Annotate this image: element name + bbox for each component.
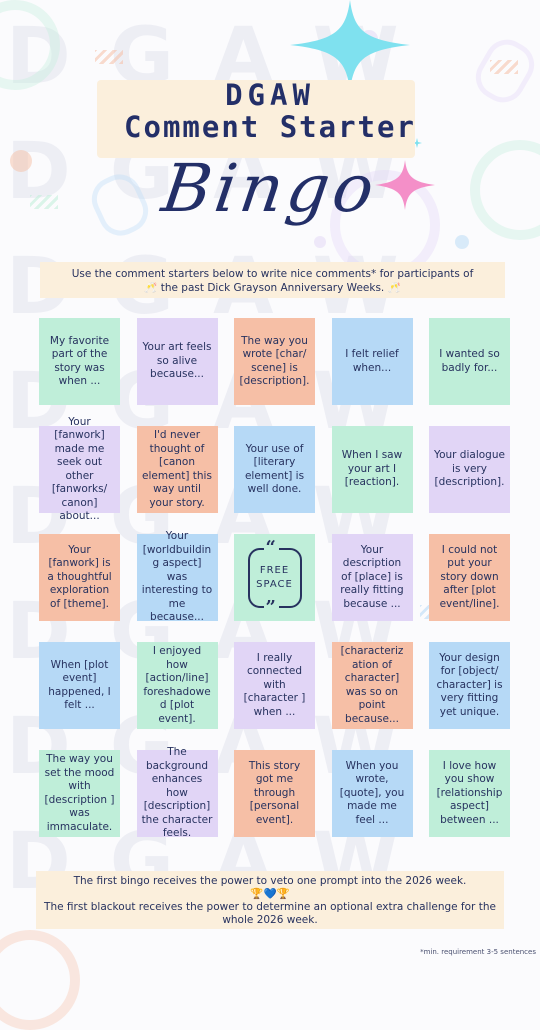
free-space-cell: “ FREE SPACE ” <box>234 534 315 621</box>
footer-banner: The first bingo receives the power to ve… <box>36 871 504 929</box>
decor-dot <box>314 236 326 248</box>
bingo-cell: When [plot event] happened, I felt ... <box>39 642 120 729</box>
page-title-line2: Comment Starter <box>124 110 416 144</box>
page-title-line1: DGAW <box>225 78 315 112</box>
bingo-cell: This story got me through [personal even… <box>234 750 315 837</box>
free-space-label: SPACE <box>256 578 293 590</box>
trophy-heart-icon: 🏆💙🏆 <box>250 888 290 900</box>
footnote: *min. requirement 3-5 sentences <box>420 948 536 956</box>
sparkle-star-large-icon <box>290 0 410 90</box>
bingo-cell: [characteriz ation of character] was so … <box>331 642 413 729</box>
open-quote-icon: “ <box>263 536 279 558</box>
bingo-cell: The way you wrote [char/ scene] is [desc… <box>234 318 315 405</box>
bingo-cell: Your [worldbuilding aspect] was interest… <box>136 530 218 623</box>
free-space-label: FREE <box>259 565 290 576</box>
bingo-cell: Your art feels so alive because... <box>136 318 218 405</box>
bingo-cell: I really connected with [character ] whe… <box>234 642 315 729</box>
footer-line1: The first bingo receives the power to ve… <box>73 875 467 887</box>
bingo-cell: Your description of [place] is really fi… <box>331 534 413 621</box>
bingo-cell: Your design for [object/ character] is v… <box>429 642 510 729</box>
decor-dot <box>360 30 378 48</box>
close-quote-icon: ” <box>263 596 279 618</box>
decor-stripes <box>490 60 518 74</box>
page-title-bingo: Bingo <box>157 150 383 227</box>
intro-line2: 🥂 the past Dick Grayson Anniversary Week… <box>144 282 401 294</box>
bingo-cell: My favorite part of the story was when .… <box>39 318 120 405</box>
intro-line1: Use the comment starters below to write … <box>71 268 474 280</box>
bingo-cell: I enjoyed how [action/line] foreshadowed… <box>136 642 218 729</box>
bingo-cell: When you wrote, [quote], you made me fee… <box>331 750 413 837</box>
decor-stripes <box>95 50 123 64</box>
bingo-cell: Your [fanwork] made me seek out other [f… <box>39 416 120 522</box>
bingo-cell: When I saw your art I [reaction]. <box>331 426 413 513</box>
bingo-cell: The way you set the mood with [descripti… <box>39 750 120 837</box>
bingo-cell: I wanted so badly for... <box>429 318 510 405</box>
title-background <box>97 80 415 158</box>
footer-line3: The first blackout receives the power to… <box>44 901 496 926</box>
bingo-cell: Your use of [literary element] is well d… <box>234 426 315 513</box>
bingo-cell: I could not put your story down after [p… <box>429 534 510 621</box>
bingo-cell: I love how you show [relationship aspect… <box>429 750 510 837</box>
bingo-cell: I'd never thought of [canon element] thi… <box>136 426 218 513</box>
bingo-cell: Your [fanwork] is a thoughtful explorati… <box>39 534 120 621</box>
free-space-badge: “ FREE SPACE ” <box>247 538 302 616</box>
bingo-cell: I felt relief when... <box>331 318 413 405</box>
intro-banner: Use the comment starters below to write … <box>40 262 505 298</box>
bingo-cell: Your dialogue is very [description]. <box>429 426 510 513</box>
bingo-cell: The background enhances how [description… <box>136 746 218 839</box>
decor-ring <box>0 930 80 1030</box>
decor-dot <box>455 235 469 249</box>
decor-ring <box>0 0 60 90</box>
